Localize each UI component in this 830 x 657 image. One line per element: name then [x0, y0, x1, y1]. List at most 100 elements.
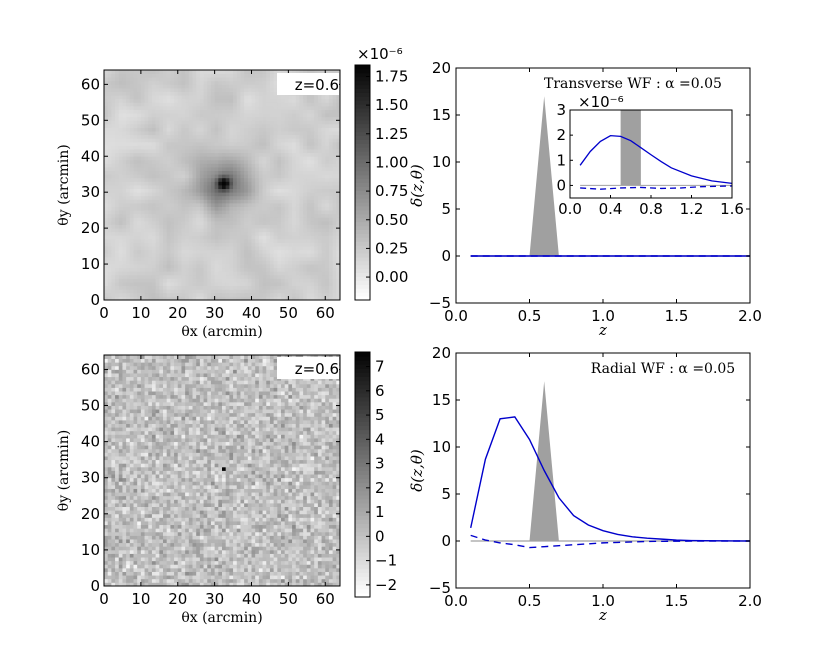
map-cell	[203, 567, 208, 572]
map-cell	[314, 549, 319, 554]
map-cell	[222, 141, 227, 146]
map-cell	[258, 235, 263, 240]
map-cell	[325, 206, 330, 211]
map-cell	[292, 95, 297, 100]
map-cell	[192, 571, 197, 576]
map-cell	[255, 167, 260, 172]
map-cell	[233, 253, 238, 258]
map-cell	[240, 95, 245, 100]
map-cell	[284, 149, 289, 154]
map-cell	[273, 242, 278, 247]
map-cell	[192, 105, 197, 110]
colorbar-cell	[355, 80, 370, 86]
map-cell	[310, 138, 315, 143]
map-cell	[214, 549, 219, 554]
map-cell	[321, 292, 326, 297]
map-cell	[288, 549, 293, 554]
map-cell	[104, 217, 109, 222]
map-cell	[303, 253, 308, 258]
map-cell	[325, 217, 330, 222]
map-cell	[229, 274, 234, 279]
map-cell	[174, 188, 179, 193]
map-cell	[277, 213, 282, 218]
map-cell	[115, 120, 120, 125]
map-cell	[218, 282, 223, 287]
map-cell	[225, 264, 230, 269]
map-cell	[107, 73, 112, 78]
map-cell	[229, 174, 234, 179]
map-cell	[244, 87, 249, 92]
map-cell	[155, 145, 160, 150]
map-cell	[126, 109, 131, 114]
map-cell	[126, 199, 131, 204]
map-cell	[222, 296, 227, 301]
map-cell	[262, 109, 267, 114]
map-cell	[181, 145, 186, 150]
map-cell	[255, 220, 260, 225]
map-cell	[222, 98, 227, 103]
map-cell	[225, 228, 230, 233]
map-cell	[185, 113, 190, 118]
map-cell	[288, 260, 293, 265]
map-cell	[328, 217, 334, 222]
map-cell	[129, 217, 134, 222]
map-cell	[185, 80, 190, 85]
map-cell	[192, 116, 197, 121]
map-cell	[199, 170, 204, 175]
map-cell	[163, 123, 168, 128]
map-cell	[133, 105, 138, 110]
map-cell	[336, 213, 341, 218]
map-cell	[288, 202, 293, 207]
map-cell	[203, 220, 208, 225]
map-cell	[317, 167, 322, 172]
map-cell	[177, 77, 182, 82]
map-cell	[225, 582, 230, 587]
map-cell	[155, 206, 160, 211]
colorbar-cell	[355, 178, 370, 183]
map-cell	[192, 246, 197, 251]
map-cell	[281, 267, 286, 272]
map-cell	[188, 195, 193, 200]
map-cell	[299, 123, 304, 128]
map-cell	[281, 213, 286, 218]
map-cell	[244, 105, 249, 110]
map-cell	[317, 296, 322, 301]
map-cell	[199, 206, 204, 211]
map-cell	[295, 242, 300, 247]
map-cell	[299, 152, 304, 157]
map-cell	[299, 285, 304, 290]
map-cell	[129, 235, 134, 240]
map-cell	[118, 202, 123, 207]
map-cell	[104, 77, 109, 82]
map-cell	[126, 560, 131, 565]
map-cell	[177, 582, 182, 587]
map-cell	[222, 560, 227, 565]
map-cell	[332, 145, 337, 150]
map-cell	[303, 210, 308, 215]
map-cell	[236, 73, 241, 78]
map-cell	[288, 235, 293, 240]
map-cell	[137, 231, 142, 236]
map-cell	[188, 575, 193, 580]
map-cell	[210, 181, 216, 186]
map-cell	[303, 282, 308, 287]
map-cell	[155, 138, 160, 143]
map-cell	[170, 181, 175, 186]
map-cell	[236, 77, 241, 82]
map-cell	[118, 192, 123, 197]
map-cell	[303, 271, 308, 276]
map-cell	[222, 285, 227, 290]
map-cell	[115, 202, 120, 207]
map-cell	[129, 127, 134, 132]
map-cell	[247, 274, 252, 279]
map-cell	[233, 271, 238, 276]
x-tick-label: 50	[279, 304, 298, 322]
map-cell	[336, 202, 341, 207]
map-cell	[255, 138, 260, 143]
map-cell	[126, 159, 131, 164]
map-cell	[166, 77, 171, 82]
map-cell	[251, 188, 256, 193]
map-cell	[332, 213, 337, 218]
map-cell	[107, 192, 112, 197]
map-cell	[317, 134, 322, 139]
